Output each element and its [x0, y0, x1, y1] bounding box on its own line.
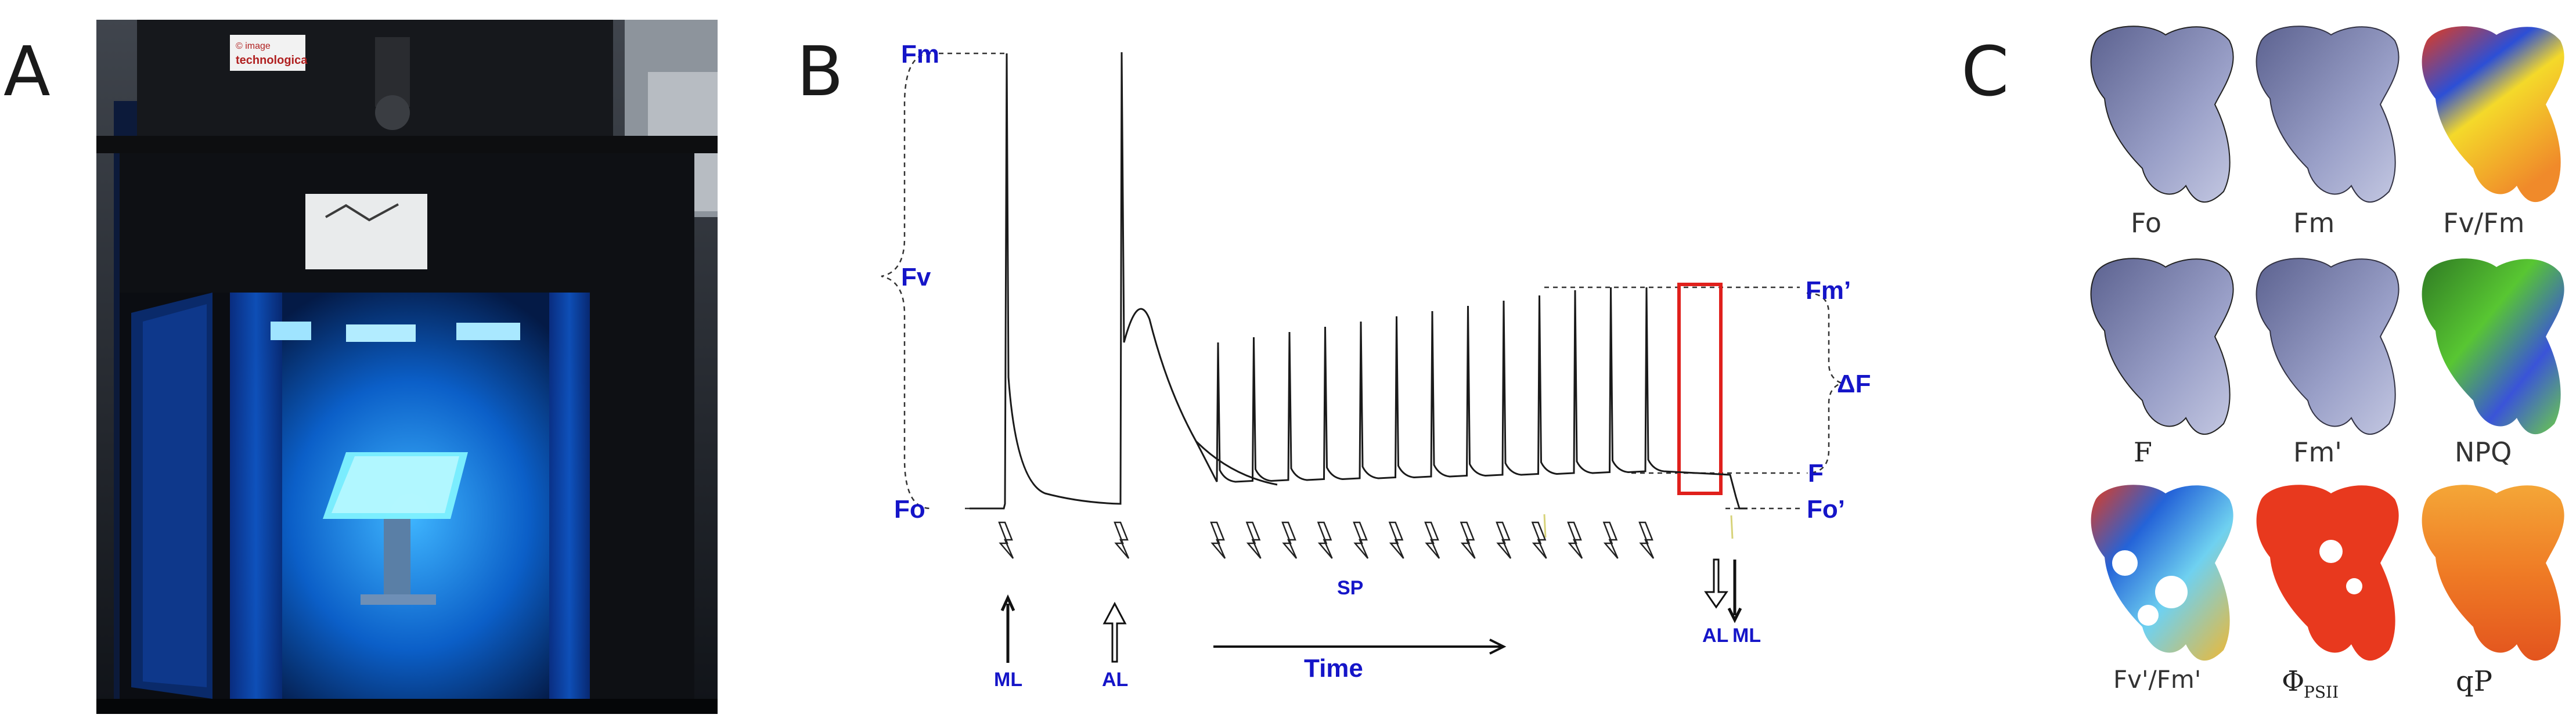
- chamber-photo: © image technologica: [96, 20, 718, 714]
- pulse-flash-7: [1353, 521, 1369, 559]
- pulse-flash-14: [1602, 521, 1619, 559]
- map-fo: [2090, 26, 2234, 203]
- caption-fv-fm-prime: Fv'/Fm': [2113, 665, 2201, 694]
- fv-label: Fv: [901, 263, 931, 291]
- pulse-flash-11: [1496, 521, 1512, 559]
- caption-fm-prime: Fm': [2293, 436, 2342, 468]
- ml-off-arrow: [1727, 607, 1742, 623]
- trace-initial-segment: [970, 52, 1278, 510]
- box-label-line2: technologica: [236, 54, 308, 67]
- map-fv-fm-prime: [2091, 485, 2233, 661]
- saturating-pulse-markers: [998, 521, 1655, 559]
- ml-on-arrow: [1000, 594, 1015, 612]
- highlight-box: [1677, 283, 1723, 495]
- pulse-flash-12: [1531, 521, 1547, 559]
- map-f: [2090, 258, 2234, 435]
- pulse-flash-13: [1567, 521, 1583, 559]
- delta-f-label: ΔF: [1837, 370, 1871, 398]
- al-on-arrow: [1103, 601, 1127, 663]
- pulse-flash-3: [1210, 521, 1226, 559]
- map-fm: [2256, 26, 2400, 203]
- fo-prime-label: Fo’: [1807, 495, 1845, 524]
- f-label: F: [1808, 459, 1824, 488]
- pulse-flash-15: [1638, 521, 1655, 559]
- map-phi-psii: [2256, 485, 2399, 661]
- map-npq: [2422, 258, 2564, 435]
- caption-fm: Fm: [2293, 207, 2334, 239]
- pulse-flash-4: [1245, 521, 1262, 559]
- al-off-label: AL: [1702, 625, 1728, 647]
- fluorescence-curve: [970, 52, 1748, 510]
- pulse-flash-6: [1317, 521, 1333, 559]
- pulse-flash-5: [1281, 521, 1298, 559]
- fm-prime-label: Fm’: [1806, 276, 1851, 305]
- sp-label: SP: [1337, 577, 1363, 599]
- caption-fv-fm: Fv/Fm: [2443, 207, 2524, 239]
- panel-label-a: A: [3, 31, 51, 111]
- caption-qp: qP: [2456, 665, 2492, 698]
- trace-pulse-segment: [1195, 287, 1748, 510]
- fv-brace: [881, 52, 931, 510]
- caption-phi: Φ: [2282, 665, 2304, 698]
- caption-phi-subscript: PSII: [2304, 683, 2339, 702]
- pulse-flash-10: [1460, 521, 1476, 559]
- pulse-flash-8: [1388, 521, 1404, 559]
- delta-f-brace: [1806, 292, 1844, 474]
- caption-f: F: [2134, 436, 2152, 468]
- pulse-flash-1: [998, 521, 1014, 559]
- fluorescence-trace-diagram: Fm Fv Fo Fm’ ΔF F Fo’ SP ML AL Time AL M…: [881, 40, 1871, 691]
- panel-label-c: C: [1961, 31, 2009, 111]
- caption-npq: NPQ: [2455, 436, 2512, 468]
- ml-on-label: ML: [994, 669, 1022, 691]
- pulse-flash-9: [1424, 521, 1440, 559]
- parameter-map-grid: Fo Fm Fv/Fm F Fm' NPQ Fv'/Fm' Φ PSII qP: [2090, 26, 2564, 702]
- caption-fo: Fo: [2131, 207, 2161, 239]
- panel-label-b: B: [797, 31, 844, 111]
- map-qp: [2422, 485, 2564, 661]
- box-label-line1: © image: [236, 41, 271, 51]
- time-label: Time: [1304, 654, 1363, 683]
- pulse-flash-2: [1114, 521, 1130, 559]
- map-fm-prime: [2256, 258, 2400, 435]
- ml-off-label: ML: [1732, 625, 1761, 647]
- al-off-arrow: [1704, 558, 1728, 609]
- map-fv-fm: [2422, 26, 2564, 203]
- fo-label: Fo: [894, 495, 925, 524]
- al-on-label: AL: [1102, 669, 1128, 691]
- time-arrow: [1489, 638, 1507, 655]
- fm-label: Fm: [901, 40, 939, 68]
